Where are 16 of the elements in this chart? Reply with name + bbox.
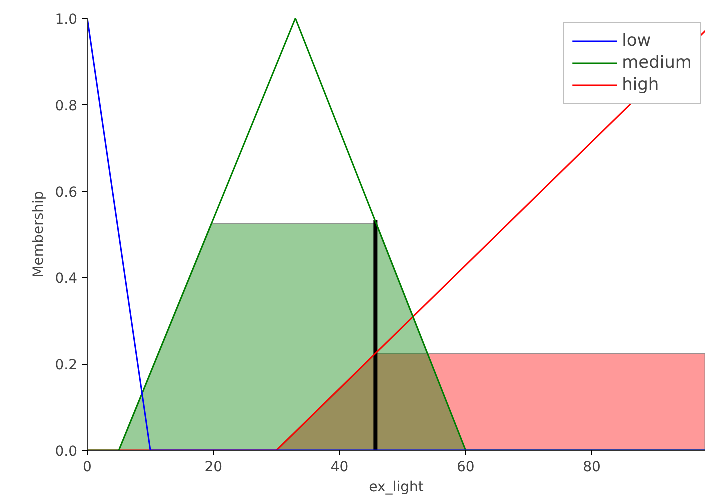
legend-label: low [622, 31, 652, 51]
y-axis-title: Membership [31, 191, 48, 278]
x-tick-label: 40 [330, 460, 349, 476]
y-tick-label: 0.8 [55, 98, 78, 114]
x-axis-title: ex_light [369, 480, 424, 496]
y-tick-label: 0.4 [55, 271, 78, 288]
y-tick-label: 1.0 [55, 12, 78, 28]
x-tick-label: 80 [583, 460, 601, 476]
legend-label: high [622, 75, 660, 95]
x-tick-label: 20 [204, 460, 223, 476]
y-tick-label: 0.0 [55, 444, 78, 460]
legend-label: medium [622, 53, 692, 73]
x-tick-label: 60 [456, 460, 475, 476]
y-tick-label: 0.6 [55, 184, 78, 201]
y-tick-label: 0.2 [55, 358, 78, 374]
x-tick-label: 0 [83, 460, 92, 476]
